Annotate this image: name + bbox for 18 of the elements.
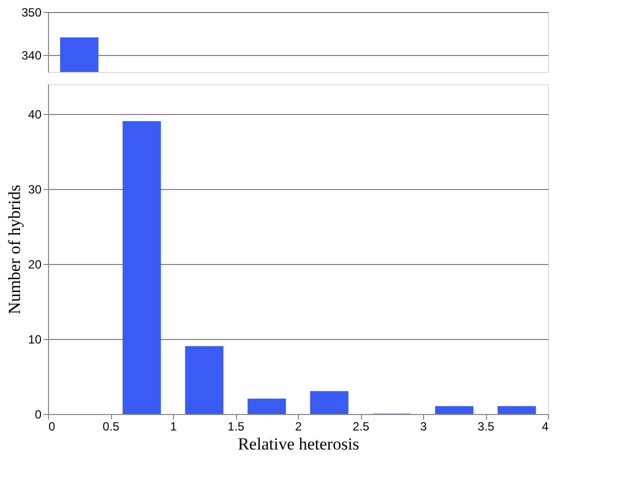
x-tick-label: 3.5 (478, 420, 495, 434)
x-tick-label: 4 (542, 420, 549, 434)
y-tick-label: 0 (34, 408, 42, 422)
x-tick-label: 1.5 (228, 420, 245, 434)
y-axis-title: Number of hybrids (5, 184, 24, 314)
y-tick-label: 20 (28, 258, 42, 272)
x-tick-label: 1 (170, 420, 178, 434)
y-tick-label: 350 (21, 6, 42, 20)
x-tick-label: 2.5 (352, 420, 370, 434)
x-tick-label: 2 (295, 420, 302, 434)
x-tick-label: 0 (48, 420, 56, 434)
y-tick-label: 40 (28, 108, 42, 122)
x-axis-title: Relative heterosis (238, 434, 360, 454)
y-tick-label: 340 (21, 48, 42, 62)
y-tick-label: 30 (28, 182, 42, 196)
x-tick-label: 3 (420, 420, 428, 434)
y-tick-label: 10 (28, 332, 42, 346)
x-tick-label: 0.5 (102, 420, 120, 434)
